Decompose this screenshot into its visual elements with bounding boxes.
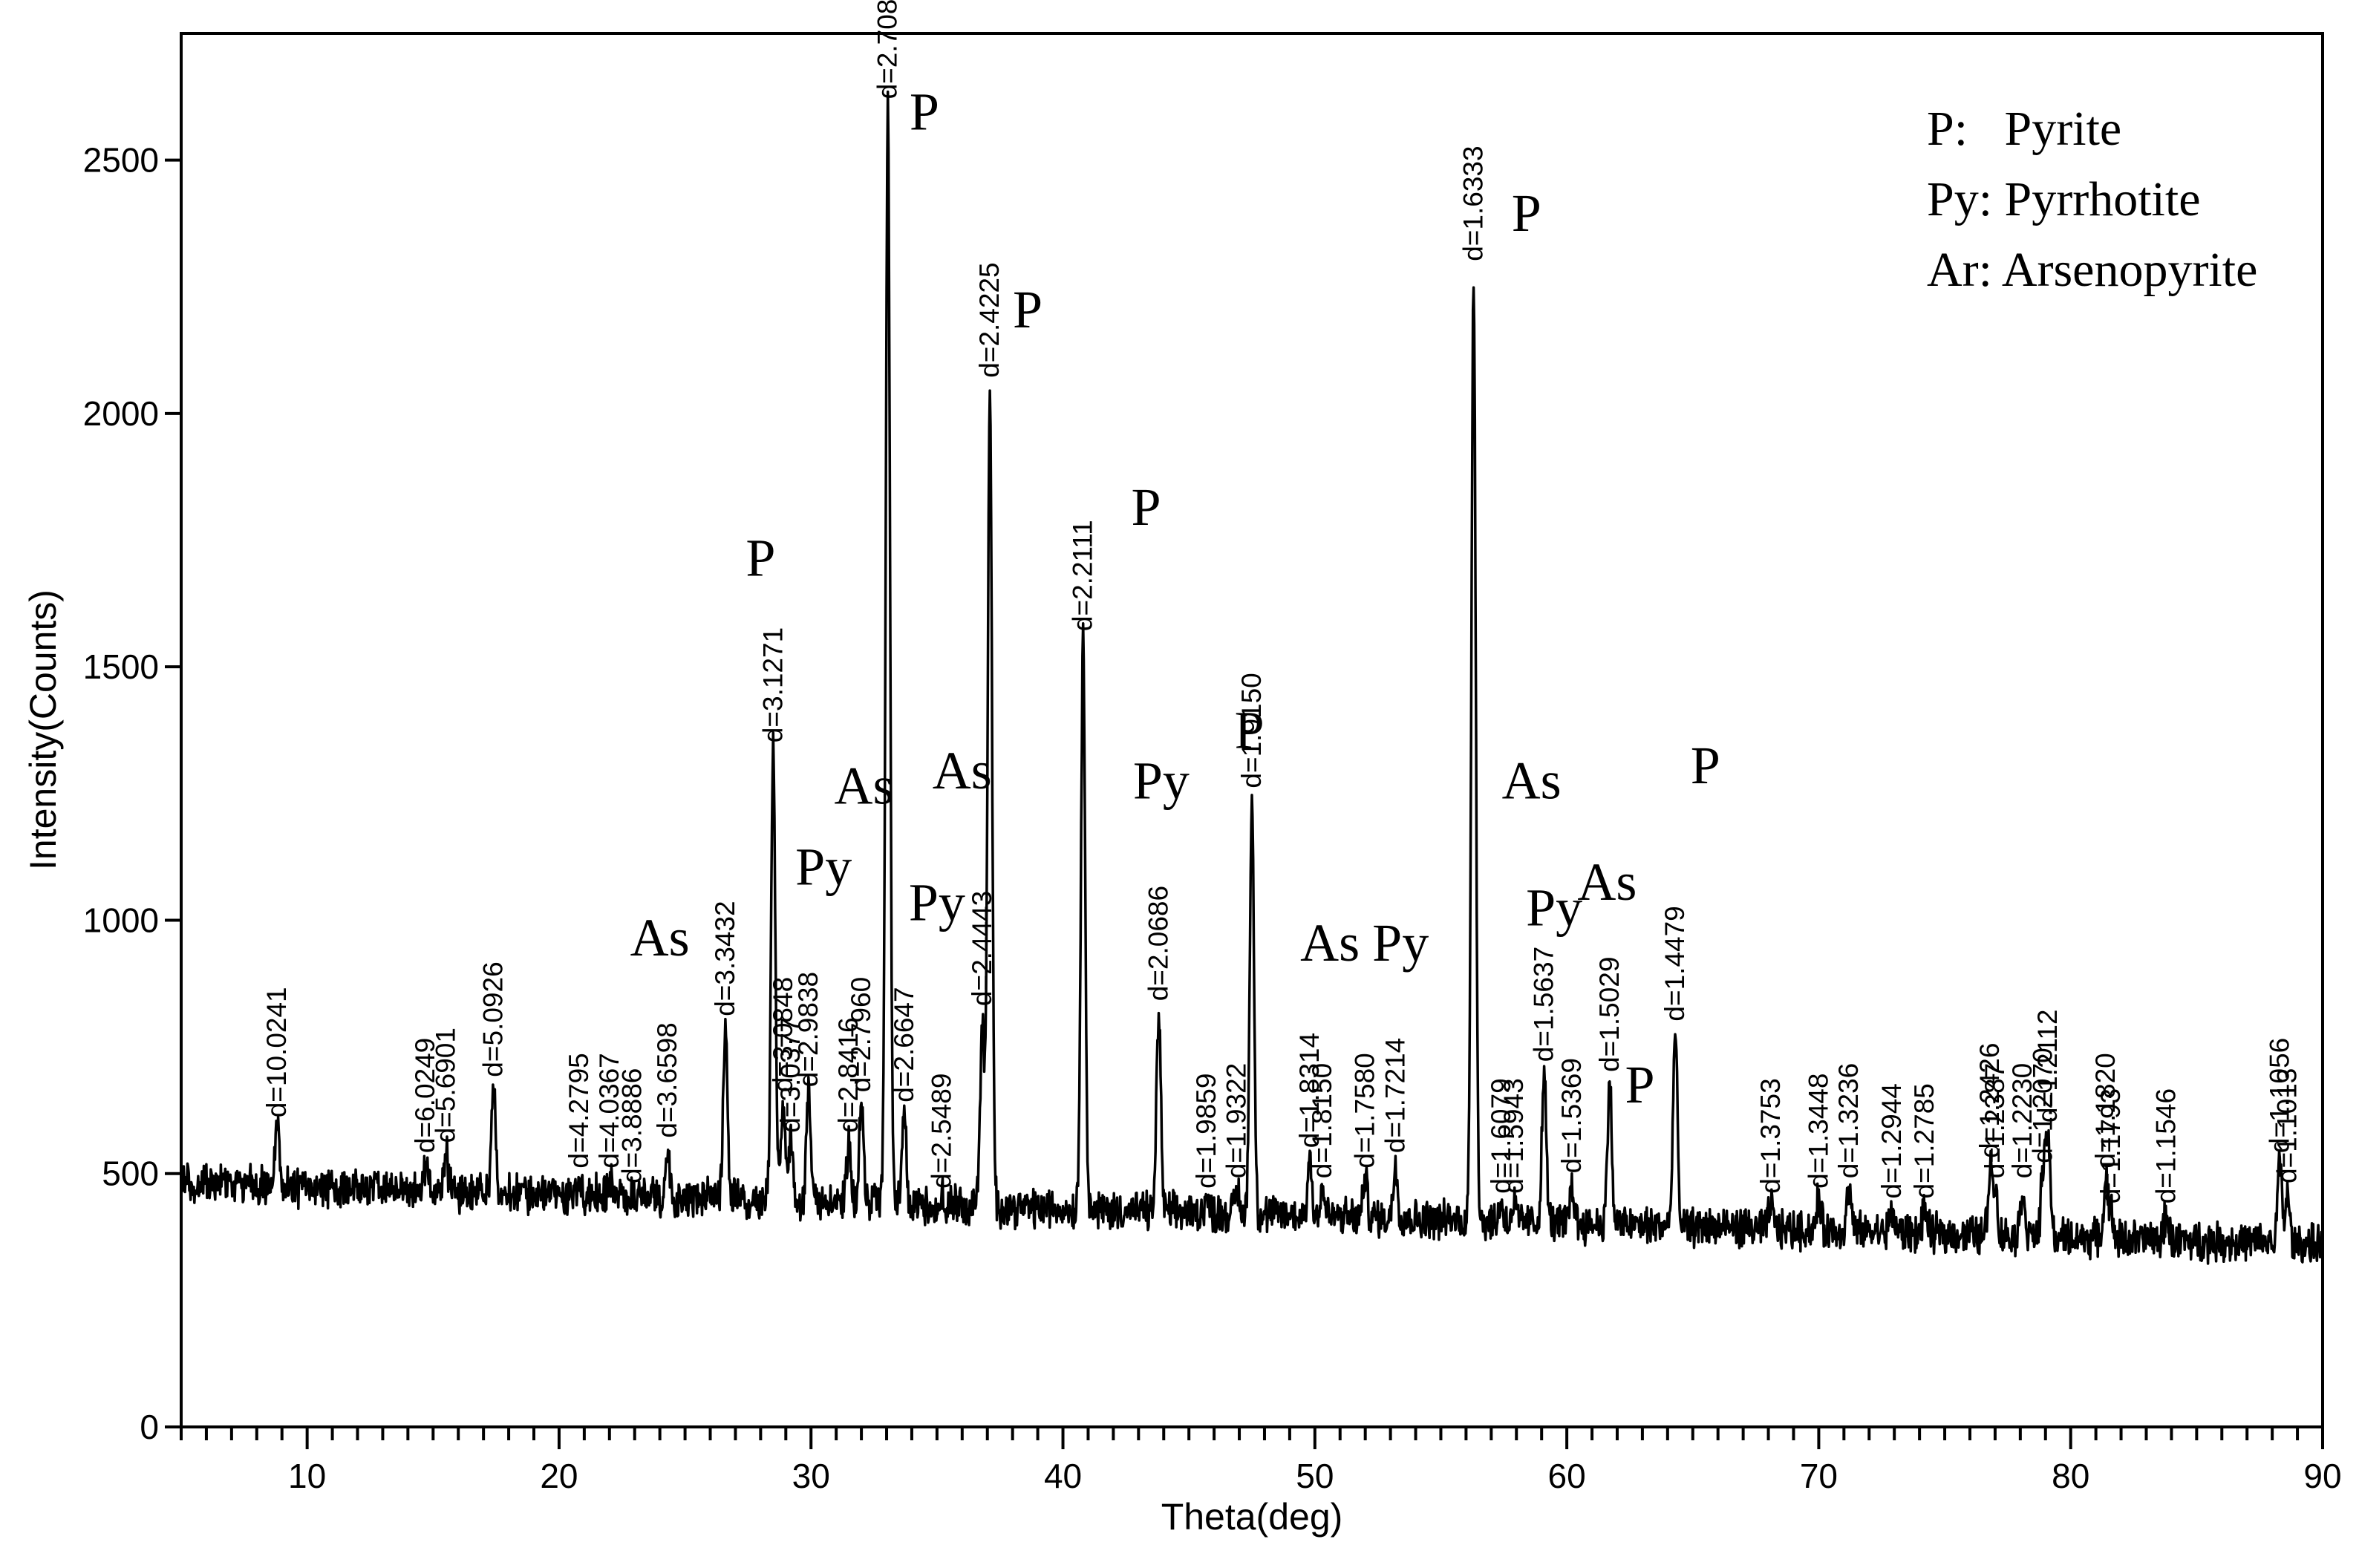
phase-label-as: As (630, 908, 690, 967)
x-tick-label: 60 (1548, 1457, 1586, 1495)
phase-label-p: P (1512, 183, 1541, 243)
peak-d-label: d=1.9322 (1221, 1063, 1252, 1178)
x-tick-label: 50 (1296, 1457, 1334, 1495)
peak-d-label: d=1.2426 (1974, 1043, 2005, 1158)
peak-d-label: d=1.2785 (1909, 1083, 1939, 1198)
peak-d-label: d=4.0367 (594, 1053, 624, 1168)
y-tick-label: 1000 (83, 901, 159, 939)
y-tick-label: 1500 (83, 647, 159, 686)
x-tick-label: 40 (1044, 1457, 1082, 1495)
peak-d-label: d=1.6333 (1458, 146, 1489, 261)
legend: P: Pyrite Py: Pyrrhotite Ar: Arsenopyrit… (1927, 102, 2257, 297)
peak-d-label: d=1.8150 (1307, 1063, 1337, 1178)
x-axis-title: Theta(deg) (1161, 1496, 1343, 1538)
peak-d-label: d=3.3432 (710, 901, 740, 1016)
peak-d-label: d=1.2230 (2007, 1063, 2037, 1178)
legend-entry-arsenopyrite: Ar: Arsenopyrite (1927, 243, 2257, 297)
peak-d-label: d=1.6079 (1486, 1078, 1516, 1193)
phase-label-p: P (1691, 736, 1720, 795)
peak-d-label: d=1.5943 (1498, 1078, 1529, 1193)
peak-d-label: d=1.5369 (1556, 1058, 1587, 1173)
peak-d-label: d=1.7580 (1350, 1053, 1380, 1168)
y-axis-title: Intensity(Counts) (22, 589, 64, 870)
peak-d-label: d=5.0926 (478, 961, 509, 1077)
peak-d-label: d=1.2070 (2027, 1048, 2058, 1163)
peak-d-label: d=3.0377 (775, 1017, 806, 1132)
peak-d-label: d=1.1793 (2095, 1088, 2126, 1203)
peak-d-label: d=1.9150 (1236, 673, 1267, 788)
peak-d-label: d=2.5489 (927, 1074, 957, 1189)
peak-d-label: d=1.1820 (2090, 1053, 2121, 1168)
peak-d-label: d=1.9859 (1191, 1074, 1221, 1189)
y-tick-label: 2500 (83, 141, 159, 180)
phase-label-p: P (1235, 700, 1265, 760)
peak-d-label: d=2.2111 (1068, 520, 1098, 631)
peak-d-label: d=3.1271 (757, 627, 788, 742)
y-tick-label: 500 (102, 1154, 159, 1193)
peak-d-label: d=1.3448 (1803, 1074, 1833, 1189)
peak-d-label: d=1.8314 (1294, 1033, 1325, 1148)
phase-label-py: Py (1372, 913, 1429, 973)
phase-label-p: P (1131, 477, 1161, 537)
x-tick-label: 30 (792, 1457, 830, 1495)
phase-label-as: As (834, 756, 893, 815)
peak-d-label: d=1.2944 (1876, 1083, 1907, 1198)
peak-d-label: d=1.4479 (1660, 906, 1690, 1021)
peak-d-label: d=1.5029 (1594, 957, 1625, 1072)
xrd-series-line (180, 90, 2324, 1265)
peak-d-label: d=2.4225 (974, 262, 1005, 377)
phase-label-py: Py (1133, 751, 1190, 811)
y-tick-label: 0 (140, 1408, 159, 1446)
peak-d-label: d=3.8886 (616, 1068, 647, 1183)
peak-d-label: d=4.2795 (564, 1053, 594, 1168)
phase-label-as: As (1300, 913, 1360, 973)
phase-label-p: P (745, 528, 775, 587)
peak-d-label: d=1.2112 (2032, 1009, 2063, 1123)
peak-d-label: d=2.7089 (872, 0, 903, 99)
phase-label-py: Py (1526, 878, 1582, 937)
peak-d-label: d=2.4443 (967, 891, 997, 1006)
peak-d-label: d=2.9838 (793, 972, 823, 1087)
phase-label-as: As (1577, 852, 1637, 912)
x-tick-label: 10 (288, 1457, 326, 1495)
peak-d-label: d=2.8416 (833, 1017, 864, 1132)
peak-d-label: d=1.2387 (1980, 1063, 2010, 1178)
x-tick-label: 70 (1800, 1457, 1838, 1495)
peak-d-label: d=3.6598 (652, 1022, 682, 1137)
axes: 10 20 30 40 50 60 70 80 90 0 500 1000 1500 2000 2500 (83, 141, 2342, 1495)
peak-d-label: d=1.3236 (1833, 1063, 1864, 1178)
x-tick-label: 80 (2052, 1457, 2089, 1495)
legend-entry-pyrite: P: Pyrite (1927, 102, 2121, 156)
peak-d-label: d=5.6901 (430, 1028, 460, 1143)
peak-d-label: d=1.7214 (1380, 1038, 1410, 1153)
legend-entry-pyrrhotite: Py: Pyrrhotite (1927, 172, 2201, 226)
x-tick-label: 90 (2303, 1457, 2341, 1495)
peak-d-label: d=1.1056 (2264, 1038, 2294, 1153)
x-tick-label: 20 (540, 1457, 578, 1495)
phase-label-p: P (910, 82, 939, 142)
peak-d-label: d=10.0241 (261, 987, 292, 1117)
peak-d-label: d=1.5637 (1529, 947, 1559, 1062)
peak-d-label: d=1.3753 (1755, 1078, 1786, 1193)
peak-d-label: d=2.6647 (889, 987, 919, 1102)
phase-label-py: Py (795, 837, 852, 897)
peak-d-label: d=2.0686 (1143, 886, 1174, 1001)
phase-label-as: As (933, 741, 992, 800)
peak-d-label: d=2.7960 (846, 977, 876, 1092)
peak-d-label: d=1.1013 (2272, 1068, 2303, 1183)
diffraction-pattern (180, 90, 2324, 1265)
peak-d-label: d=3.0848 (768, 977, 798, 1092)
peak-d-label: d=6.0249 (410, 1038, 440, 1153)
phase-label-p: P (1625, 1055, 1654, 1114)
peak-d-label: d=1.1546 (2151, 1088, 2182, 1203)
phase-label-as: As (1502, 751, 1562, 811)
phase-label-p: P (1013, 280, 1043, 339)
phase-label-py: Py (909, 872, 965, 932)
plot-frame (180, 32, 2324, 1428)
y-tick-label: 2000 (83, 394, 159, 433)
